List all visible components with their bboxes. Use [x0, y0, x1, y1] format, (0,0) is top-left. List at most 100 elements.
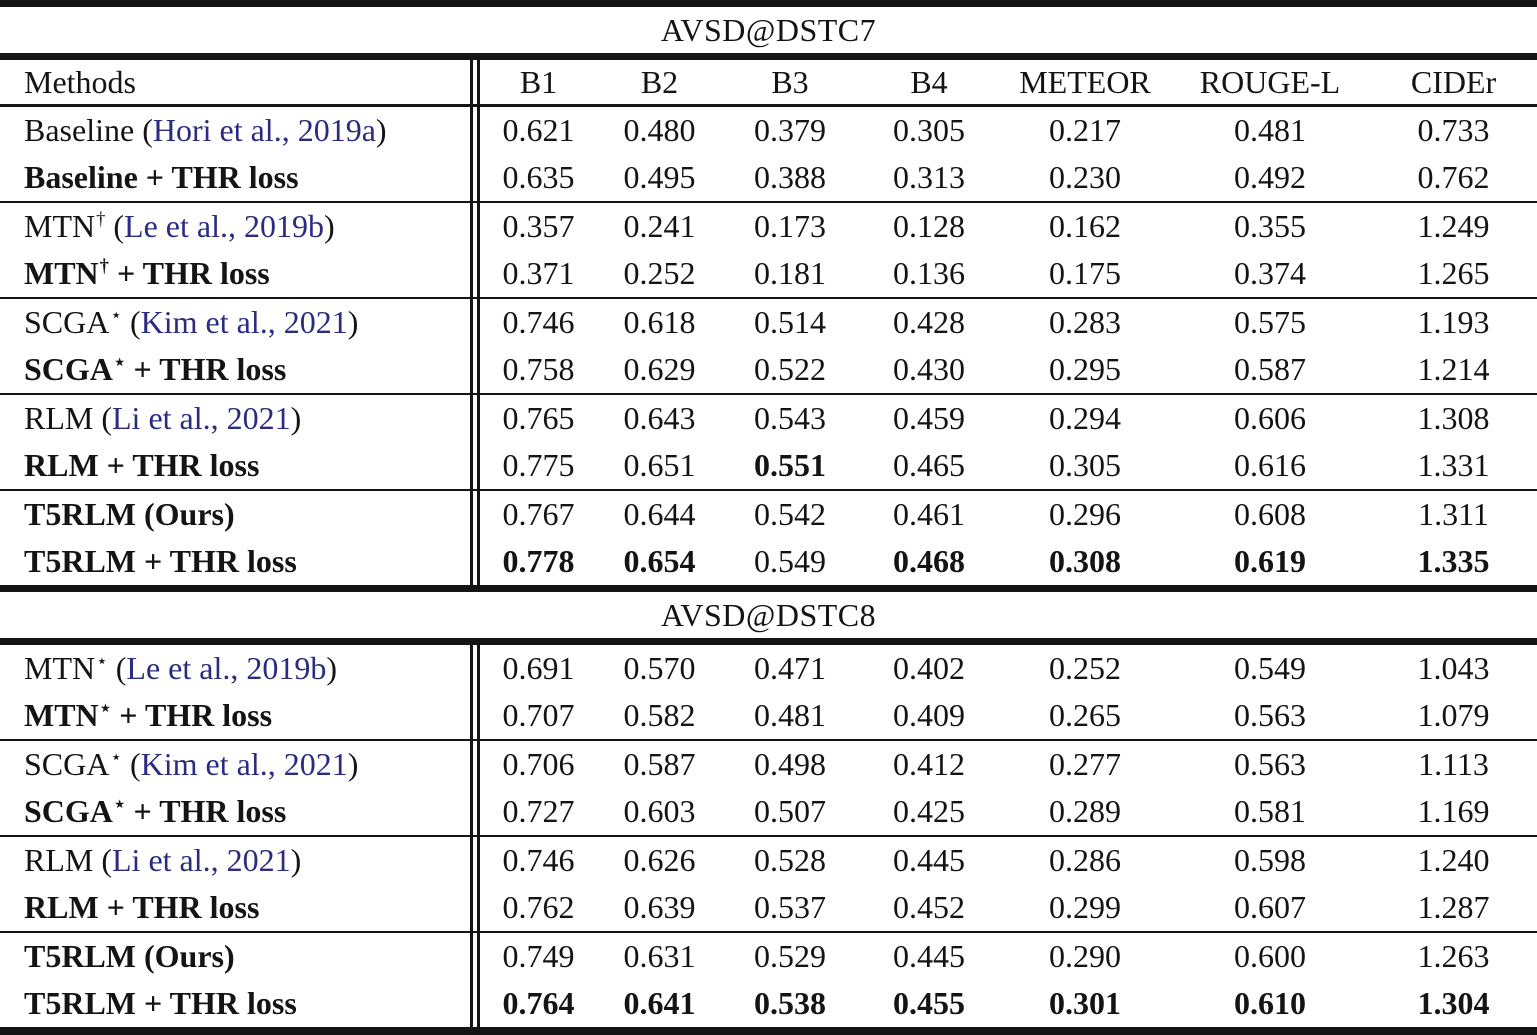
metric-value: 0.308 [1049, 543, 1121, 579]
metric-value: 0.764 [502, 985, 575, 1021]
metric-value: 0.305 [1049, 447, 1121, 483]
metric-value: 0.608 [1234, 496, 1306, 532]
table-row: RLM (Li et al., 2021) 0.746 0.626 0.528 0.44… [0, 837, 1537, 884]
metric-value: 0.643 [623, 400, 696, 436]
citation-link[interactable]: Le et al., 2019b [124, 208, 324, 244]
metric-value: 0.581 [1234, 793, 1306, 829]
metric-value: 0.644 [623, 496, 696, 532]
citation-link[interactable]: Li et al., 2021 [112, 842, 291, 878]
metric-value: 0.481 [754, 697, 826, 733]
table-row: T5RLM + THR loss 0.778 0.654 0.549 0.468 0.30… [0, 538, 1537, 585]
metric-value: 0.570 [623, 650, 696, 686]
column-header-b1: B1 [519, 63, 558, 100]
method-label: SCGA⋆ (Kim et al., 2021) [24, 746, 359, 782]
metric-value: 0.230 [1049, 159, 1121, 195]
table-row: MTN† (Le et al., 2019b) 0.357 0.241 0.173 0.… [0, 203, 1537, 250]
method-cell: MTN† (Le et al., 2019b) [0, 203, 480, 250]
bottom-rule [0, 1027, 1537, 1035]
method-label: RLM (Li et al., 2021) [24, 842, 302, 878]
method-cell: SCGA⋆ + THR loss [0, 346, 480, 393]
metric-value: 1.263 [1417, 938, 1490, 974]
method-cell: RLM (Li et al., 2021) [0, 837, 480, 884]
metric-value: 1.079 [1417, 697, 1490, 733]
method-cell: SCGA⋆ + THR loss [0, 788, 480, 835]
metric-value: 1.311 [1418, 496, 1489, 532]
metric-value: 0.412 [893, 746, 965, 782]
metric-value: 0.563 [1234, 746, 1306, 782]
metric-value: 0.746 [502, 304, 575, 340]
table-row: T5RLM + THR loss 0.764 0.641 0.538 0.455 0.30… [0, 980, 1537, 1027]
group-separator-rule [0, 835, 1537, 837]
column-header-b3: B3 [771, 63, 809, 100]
metric-value: 0.445 [893, 842, 965, 878]
metric-value: 0.514 [754, 304, 826, 340]
metric-value: 1.331 [1417, 447, 1490, 483]
metric-value: 1.169 [1417, 793, 1490, 829]
method-cell: Baseline + THR loss [0, 154, 480, 201]
method-label: MTN† + THR loss [24, 255, 270, 291]
method-label: T5RLM (Ours) [24, 938, 235, 974]
metric-value: 0.528 [754, 842, 826, 878]
citation-link[interactable]: Le et al., 2019b [126, 650, 327, 686]
metric-value: 0.758 [502, 351, 575, 387]
method-label: RLM + THR loss [24, 889, 260, 925]
metric-value: 0.371 [502, 255, 575, 291]
group-separator-rule [0, 393, 1537, 395]
metric-value: 0.455 [893, 985, 965, 1021]
metric-value: 1.287 [1417, 889, 1490, 925]
metric-value: 0.495 [623, 159, 696, 195]
citation-link[interactable]: Kim et al., 2021 [140, 746, 348, 782]
top-rule [0, 0, 1537, 7]
metric-value: 1.214 [1417, 351, 1490, 387]
metric-value: 0.128 [893, 208, 965, 244]
metric-value: 0.603 [623, 793, 696, 829]
method-cell: Baseline (Hori et al., 2019a) [0, 107, 480, 154]
table-row: MTN⋆ + THR loss 0.707 0.582 0.481 0.409 0.265… [0, 692, 1537, 739]
citation-link[interactable]: Hori et al., 2019a [152, 112, 376, 148]
method-label: SCGA⋆ (Kim et al., 2021) [24, 304, 359, 340]
citation-link[interactable]: Li et al., 2021 [112, 400, 291, 436]
metric-value: 0.654 [623, 543, 696, 579]
section-title-dstc7: AVSD@DSTC7 [0, 7, 1537, 53]
section-divider-rule [0, 585, 1537, 592]
citation-link[interactable]: Kim et al., 2021 [140, 304, 348, 340]
method-cell: T5RLM + THR loss [0, 538, 480, 585]
metric-value: 0.290 [1049, 938, 1121, 974]
metric-value: 0.217 [1049, 112, 1121, 148]
superscript-marker: † [96, 209, 106, 231]
method-label: RLM (Li et al., 2021) [24, 400, 302, 436]
column-header-meteor: METEOR [1019, 63, 1151, 100]
metric-value: 0.277 [1049, 746, 1121, 782]
header-bottom-rule [0, 104, 1537, 107]
metric-value: 0.616 [1234, 447, 1306, 483]
superscript-marker: ⋆ [110, 305, 122, 327]
metric-value: 0.549 [1234, 650, 1306, 686]
metric-value: 1.043 [1417, 650, 1490, 686]
table-row: T5RLM (Ours) 0.767 0.644 0.542 0.461 0.296 0.6… [0, 491, 1537, 538]
metric-value: 0.498 [754, 746, 826, 782]
metric-value: 0.459 [893, 400, 965, 436]
table-row: SCGA⋆ (Kim et al., 2021) 0.706 0.587 0.498 0… [0, 741, 1537, 788]
superscript-marker: ⋆ [99, 698, 112, 720]
metric-value: 0.733 [1417, 112, 1490, 148]
metric-value: 0.265 [1049, 697, 1121, 733]
metric-value: 0.428 [893, 304, 965, 340]
metric-value: 0.538 [754, 985, 826, 1021]
group-separator-rule [0, 931, 1537, 933]
metric-value: 0.136 [893, 255, 965, 291]
table-row: Baseline + THR loss 0.635 0.495 0.388 0.313 0… [0, 154, 1537, 201]
metric-value: 1.308 [1417, 400, 1490, 436]
metric-value: 0.762 [502, 889, 575, 925]
method-cell: MTN⋆ (Le et al., 2019b) [0, 645, 480, 692]
metric-value: 0.507 [754, 793, 826, 829]
metric-value: 0.707 [502, 697, 575, 733]
metric-value: 0.286 [1049, 842, 1121, 878]
table-row: MTN⋆ (Le et al., 2019b) 0.691 0.570 0.471 0.… [0, 645, 1537, 692]
metric-value: 0.296 [1049, 496, 1121, 532]
group-separator-rule [0, 297, 1537, 299]
method-label: SCGA⋆ + THR loss [24, 793, 287, 829]
metric-value: 0.374 [1234, 255, 1306, 291]
section-dstc7-rows: Baseline (Hori et al., 2019a) 0.621 0.480 0… [0, 107, 1537, 585]
metric-value: 0.175 [1049, 255, 1121, 291]
metric-value: 0.313 [893, 159, 965, 195]
